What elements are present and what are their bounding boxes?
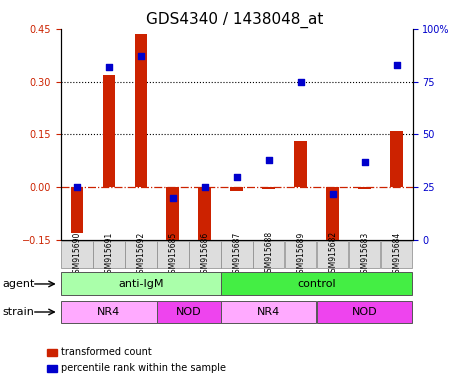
Text: NOD: NOD: [176, 307, 202, 317]
Point: [361, 159, 369, 165]
Bar: [230, 187, 243, 191]
Text: GDS4340 / 1438048_at: GDS4340 / 1438048_at: [146, 12, 323, 28]
Text: NR4: NR4: [97, 307, 121, 317]
Bar: [326, 187, 339, 254]
Text: strain: strain: [2, 307, 34, 317]
FancyBboxPatch shape: [349, 240, 380, 268]
Point: [137, 53, 144, 59]
FancyBboxPatch shape: [221, 301, 317, 323]
FancyBboxPatch shape: [157, 301, 220, 323]
FancyBboxPatch shape: [221, 240, 252, 268]
Text: GSM915683: GSM915683: [360, 231, 369, 278]
Bar: [198, 187, 211, 242]
Point: [265, 157, 272, 163]
Point: [233, 174, 241, 180]
Point: [105, 64, 113, 70]
Text: NR4: NR4: [257, 307, 280, 317]
Text: GSM915689: GSM915689: [296, 231, 305, 278]
Bar: [103, 74, 115, 187]
Text: GSM915684: GSM915684: [392, 231, 401, 278]
Bar: [295, 141, 307, 187]
Point: [169, 195, 177, 201]
Bar: [70, 187, 83, 233]
Bar: [166, 187, 179, 243]
Text: GSM915692: GSM915692: [136, 231, 145, 278]
Point: [201, 184, 209, 190]
Bar: [358, 187, 371, 189]
FancyBboxPatch shape: [221, 273, 412, 295]
Point: [329, 190, 337, 197]
Text: transformed count: transformed count: [61, 347, 151, 357]
FancyBboxPatch shape: [61, 301, 157, 323]
FancyBboxPatch shape: [381, 240, 412, 268]
Text: GSM915682: GSM915682: [328, 231, 337, 278]
Bar: [135, 34, 147, 187]
Point: [297, 78, 304, 84]
FancyBboxPatch shape: [157, 240, 189, 268]
Bar: [390, 131, 403, 187]
Point: [73, 184, 81, 190]
Text: GSM915687: GSM915687: [232, 231, 242, 278]
Text: GSM915691: GSM915691: [105, 231, 113, 278]
FancyBboxPatch shape: [253, 240, 285, 268]
FancyBboxPatch shape: [189, 240, 220, 268]
Point: [393, 61, 401, 68]
FancyBboxPatch shape: [61, 240, 92, 268]
Text: percentile rank within the sample: percentile rank within the sample: [61, 363, 226, 373]
FancyBboxPatch shape: [285, 240, 317, 268]
Text: control: control: [297, 279, 336, 289]
Text: anti-IgM: anti-IgM: [118, 279, 164, 289]
FancyBboxPatch shape: [317, 240, 348, 268]
Text: GSM915685: GSM915685: [168, 231, 177, 278]
Text: GSM915690: GSM915690: [72, 231, 82, 278]
Text: agent: agent: [2, 279, 35, 289]
FancyBboxPatch shape: [93, 240, 125, 268]
Text: GSM915686: GSM915686: [200, 231, 209, 278]
FancyBboxPatch shape: [125, 240, 157, 268]
FancyBboxPatch shape: [61, 273, 220, 295]
Text: GSM915688: GSM915688: [265, 231, 273, 278]
Bar: [263, 187, 275, 189]
Text: NOD: NOD: [352, 307, 378, 317]
FancyBboxPatch shape: [317, 301, 412, 323]
